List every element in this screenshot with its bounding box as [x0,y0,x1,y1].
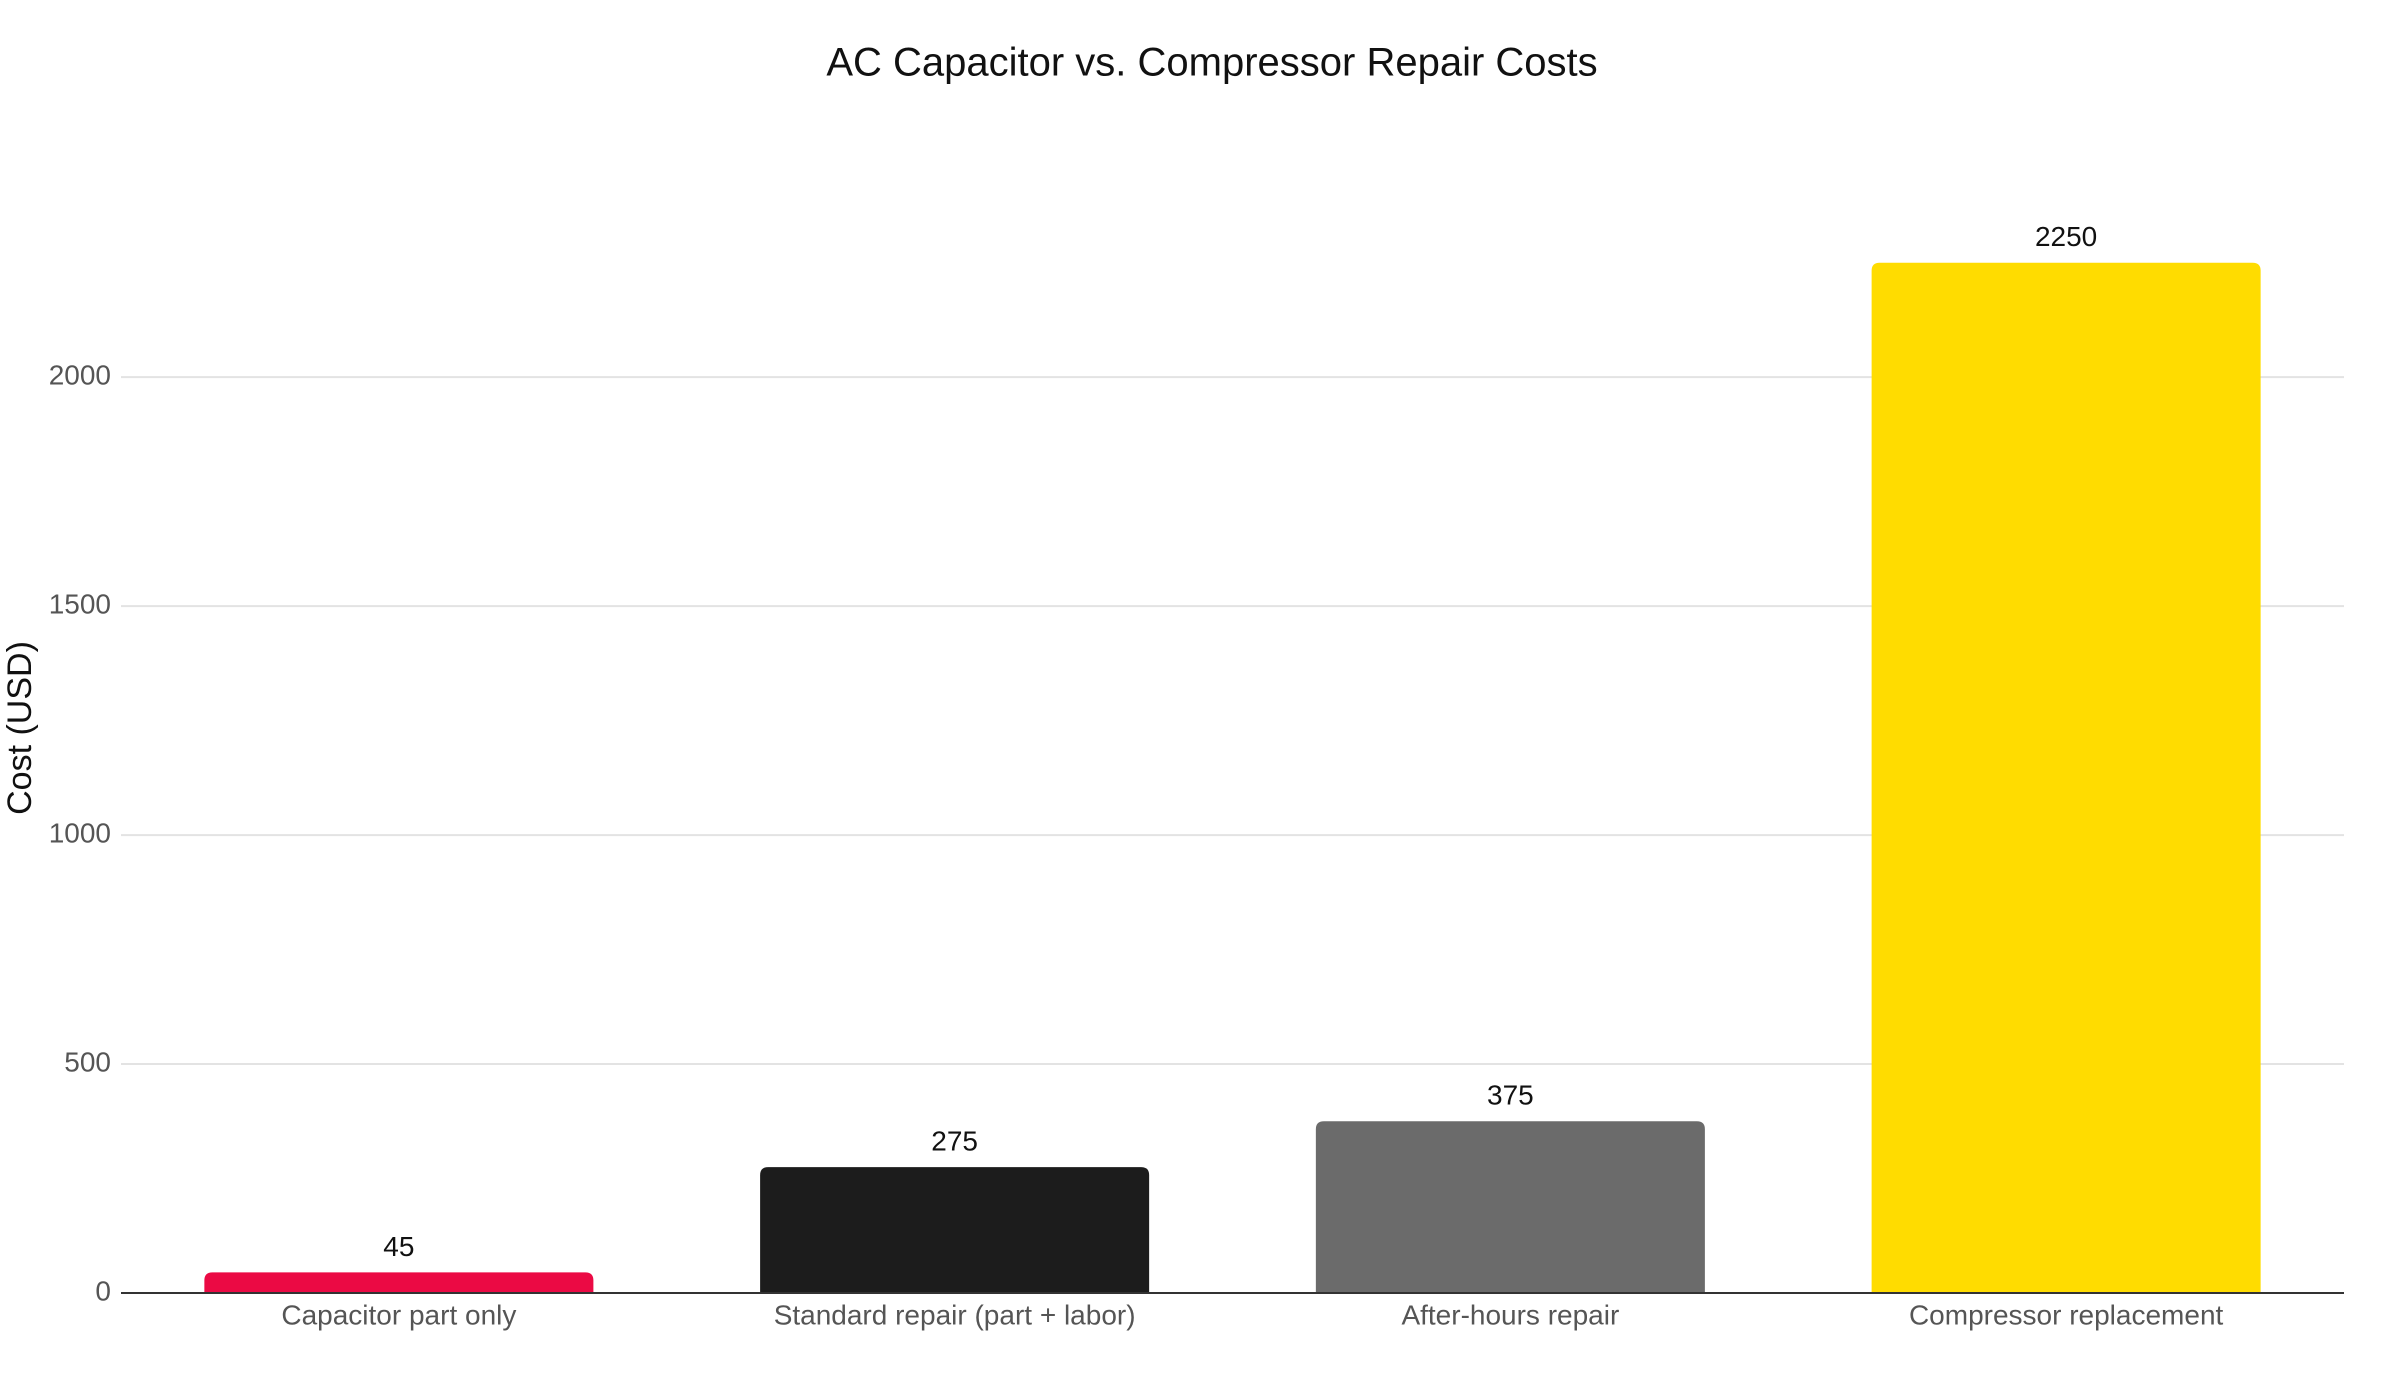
x-tick-label: Compressor replacement [1909,1299,2224,1330]
data-label: 2250 [2035,221,2097,252]
x-tick-label: Standard repair (part + labor) [774,1299,1136,1330]
y-tick-label: 1500 [49,589,111,620]
data-label: 275 [931,1125,978,1156]
chart-title: AC Capacitor vs. Compressor Repair Costs [826,41,1597,85]
bar [1871,262,2261,1293]
bar [1315,1121,1705,1293]
y-tick-label: 0 [95,1275,111,1306]
y-axis-label: Cost (USD) [1,641,39,815]
data-label: 375 [1487,1080,1534,1111]
x-tick-label: Capacitor part only [281,1299,516,1330]
y-tick-label: 500 [64,1046,111,1077]
x-tick-label: After-hours repair [1401,1299,1619,1330]
bar [204,1272,594,1293]
bar [760,1167,1150,1293]
y-tick-label: 2000 [49,360,111,391]
y-tick-label: 1000 [49,817,111,848]
data-label: 45 [383,1231,414,1262]
